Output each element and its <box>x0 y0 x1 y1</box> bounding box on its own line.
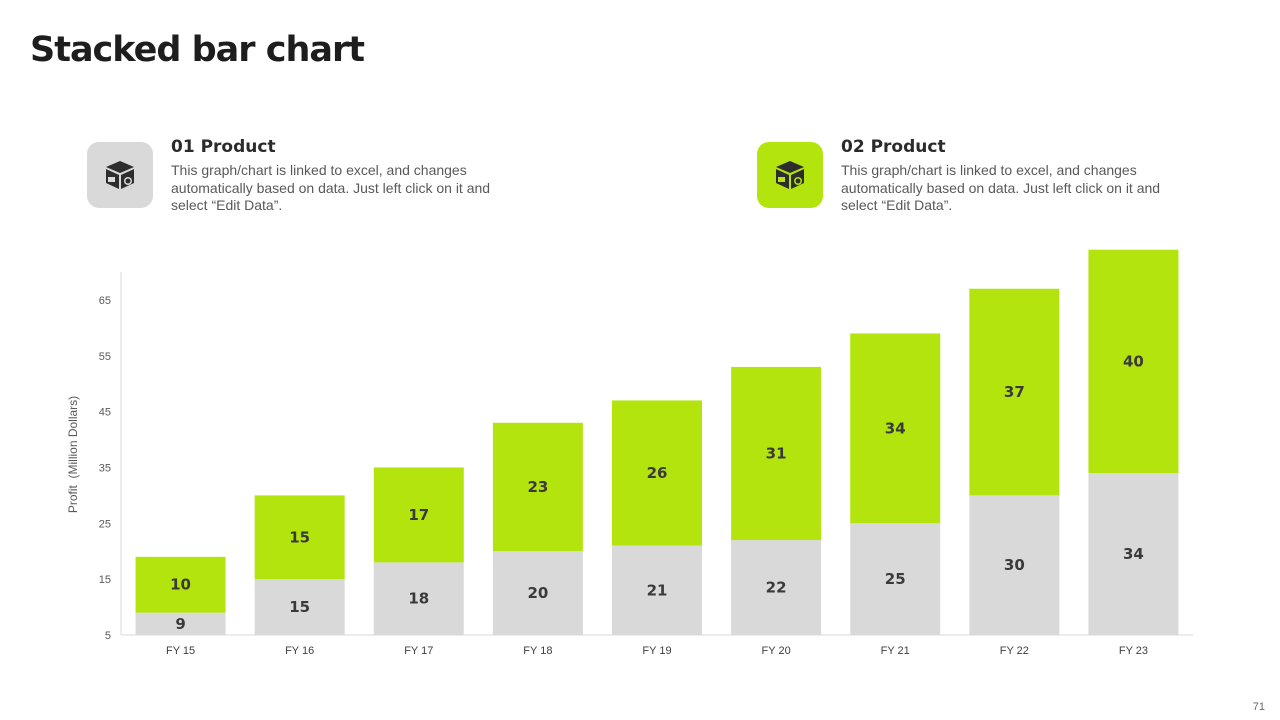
data-label: 31 <box>766 445 787 463</box>
product-card-2: 02 Product This graph/chart is linked to… <box>757 136 1217 226</box>
data-label: 23 <box>527 478 548 496</box>
y-tick-label: 35 <box>99 462 111 474</box>
data-label: 17 <box>408 506 429 524</box>
data-label: 34 <box>885 419 906 437</box>
product-2-description: This graph/chart is linked to excel, and… <box>841 162 1161 214</box>
data-label: 21 <box>647 581 668 599</box>
product-1-icon-box <box>87 142 153 208</box>
y-tick-label: 25 <box>99 518 111 530</box>
product-2-title: 02 Product <box>841 137 946 157</box>
bar-segment-series-2 <box>135 556 226 613</box>
x-tick-label: FY 15 <box>166 645 195 657</box>
y-tick-label: 55 <box>99 351 111 363</box>
x-tick-label: FY 22 <box>1000 645 1029 657</box>
x-tick-label: FY 16 <box>285 645 314 657</box>
data-label: 22 <box>766 579 787 597</box>
bar-segment-series-1 <box>612 545 702 635</box>
product-card-1: 01 Product This graph/chart is linked to… <box>87 136 547 226</box>
bar-segment-series-2 <box>373 467 464 563</box>
bar-segment-series-2 <box>731 366 822 541</box>
x-tick-label: FY 23 <box>1119 645 1148 657</box>
bar-segment-series-2 <box>254 495 345 580</box>
product-1-description: This graph/chart is linked to excel, and… <box>171 162 491 214</box>
data-label: 15 <box>289 598 310 616</box>
x-tick-label: FY 21 <box>881 645 910 657</box>
y-axis-label: Profit (Million Dollars) <box>66 396 80 513</box>
y-tick-label: 15 <box>99 574 111 586</box>
slide-title: Stacked bar chart <box>30 30 365 70</box>
bar-segment-series-1 <box>850 523 941 635</box>
bar-segment-series-2 <box>850 333 941 524</box>
product-2-icon-box <box>757 142 823 208</box>
bar-segment-series-2 <box>612 400 702 546</box>
bar-segment-series-1 <box>373 562 464 635</box>
x-tick-label: FY 20 <box>762 645 791 657</box>
y-tick-label: 45 <box>99 407 111 419</box>
x-tick-label: FY 18 <box>523 645 552 657</box>
bar-segment-series-2 <box>1088 249 1179 474</box>
data-label: 9 <box>175 615 185 633</box>
data-label: 30 <box>1004 556 1025 574</box>
data-label: 10 <box>170 576 191 594</box>
box-icon <box>106 161 134 189</box>
y-tick-label: 5 <box>105 630 111 642</box>
data-label: 15 <box>289 528 310 546</box>
x-tick-label: FY 17 <box>404 645 433 657</box>
bar-segment-series-1 <box>135 612 226 635</box>
data-label: 34 <box>1123 545 1144 563</box>
data-label: 25 <box>885 570 906 588</box>
bar-segment-series-2 <box>492 422 583 552</box>
box-icon <box>776 161 804 189</box>
product-1-title: 01 Product <box>171 137 276 157</box>
data-label: 26 <box>647 464 668 482</box>
data-label: 20 <box>527 584 548 602</box>
page-number: 71 <box>1252 701 1265 713</box>
data-label: 40 <box>1123 352 1144 370</box>
bar-segment-series-1 <box>969 495 1060 635</box>
bar-segment-series-1 <box>254 579 345 635</box>
bar-segment-series-1 <box>731 540 822 635</box>
bar-segment-series-2 <box>969 288 1060 496</box>
data-label: 18 <box>408 590 429 608</box>
bar-segment-series-1 <box>492 551 583 635</box>
x-tick-label: FY 19 <box>642 645 671 657</box>
bar-segment-series-1 <box>1088 473 1179 635</box>
data-label: 37 <box>1004 383 1025 401</box>
y-tick-label: 65 <box>99 295 111 307</box>
